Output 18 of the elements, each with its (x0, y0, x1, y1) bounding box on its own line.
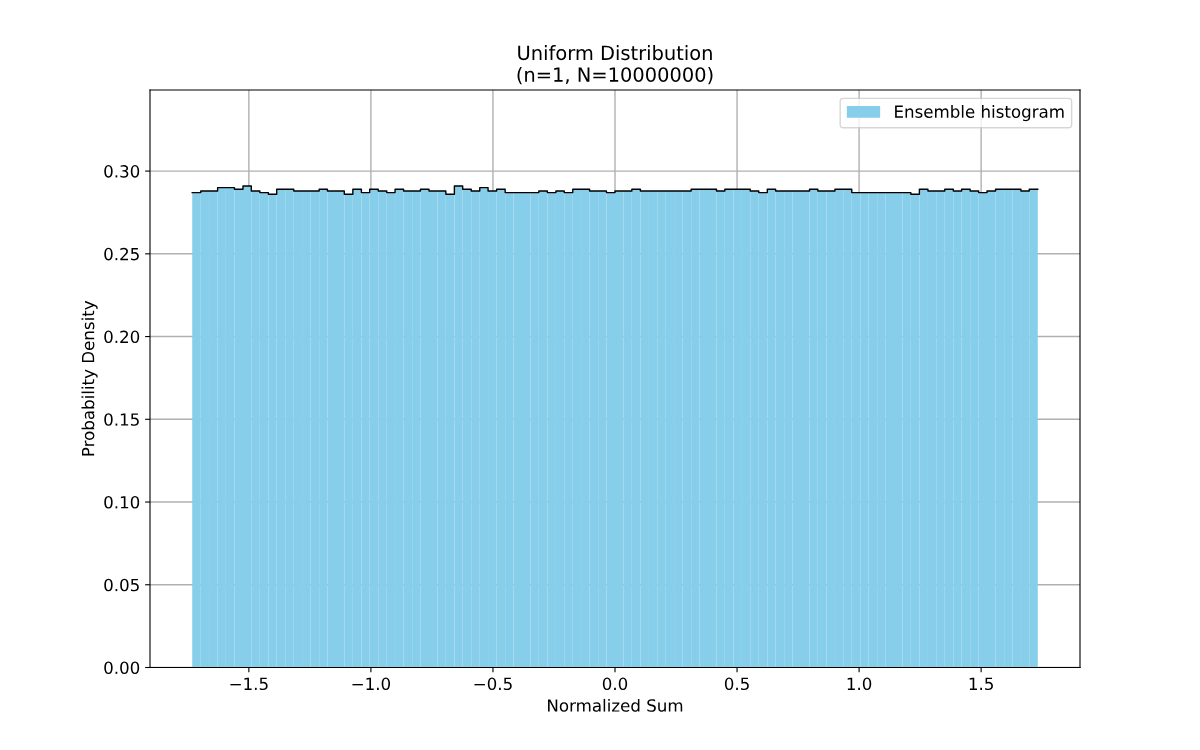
x-tick-label: −1.0 (352, 677, 391, 691)
x-tick-label: 1.5 (969, 677, 993, 691)
y-tick-label: 0.00 (104, 661, 140, 675)
y-tick-label: 0.25 (104, 247, 139, 261)
y-tick-label: 0.05 (104, 578, 139, 592)
y-axis-title: Probability Density (81, 300, 98, 456)
x-tick-label: −0.5 (474, 677, 512, 691)
y-tick-label: 0.15 (104, 413, 139, 426)
legend-label: Ensemble histogram (895, 105, 1064, 122)
x-tick-label: 1.0 (847, 677, 872, 691)
x-axis-title: Normalized Sum (548, 698, 683, 712)
chart-title: Uniform Distribution (n=1, N=10000000) (517, 45, 713, 85)
x-tick-label: 0.0 (602, 677, 628, 691)
x-tick-label: 0.5 (724, 677, 749, 691)
y-tick-label: 0.30 (104, 165, 140, 178)
y-tick-label: 0.20 (104, 330, 140, 344)
y-tick-label: 0.10 (104, 495, 140, 509)
x-tick-label: −1.5 (230, 677, 268, 691)
